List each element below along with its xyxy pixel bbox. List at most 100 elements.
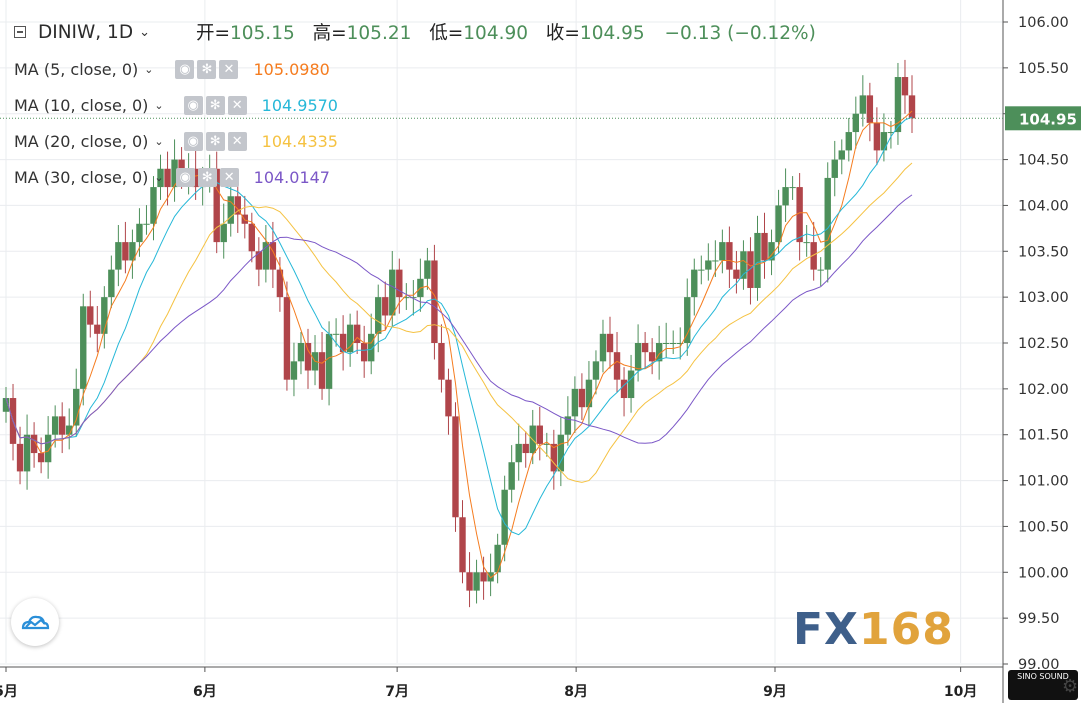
last-price-label: 104.95 — [1019, 110, 1077, 128]
candle-body — [143, 223, 150, 225]
close-icon[interactable]: ✕ — [227, 132, 247, 151]
candle-body — [269, 242, 277, 270]
y-tick-label: 105.50 — [1018, 61, 1069, 77]
candle-body — [578, 388, 586, 408]
gear-icon[interactable]: ✻ — [197, 60, 217, 79]
candle-body — [87, 306, 94, 325]
close-icon[interactable]: ✕ — [219, 60, 239, 79]
candle-body — [396, 269, 403, 298]
candle-body — [712, 260, 719, 262]
chevron-down-icon[interactable]: ⌄ — [144, 63, 154, 76]
y-tick-label: 104.00 — [1018, 198, 1069, 214]
candle-body — [494, 544, 501, 573]
candle-body — [382, 297, 389, 316]
candle-body — [522, 443, 529, 454]
y-tick-label: 103.00 — [1018, 290, 1069, 306]
ma5-name[interactable]: MA (5, close, 0) — [14, 60, 139, 79]
candle-body — [192, 168, 199, 188]
candle-body — [459, 517, 466, 573]
settings-gear-icon[interactable]: ⚙ — [1062, 676, 1079, 697]
symbol-label[interactable]: DINIW, 1D — [38, 21, 134, 43]
candle-body — [37, 453, 45, 463]
chevron-down-icon[interactable]: ⌄ — [154, 135, 164, 148]
candle-body — [122, 242, 129, 261]
eye-icon[interactable]: ◉ — [183, 132, 203, 151]
close-value: 104.95 — [579, 23, 645, 44]
candle-body — [164, 168, 171, 188]
chevron-down-icon[interactable]: ⌄ — [139, 24, 150, 40]
candle-body — [108, 269, 115, 298]
candle-body — [803, 242, 810, 244]
ma5-row: MA (5, close, 0) ⌄ ◉ ✻ ✕ 105.0980 — [14, 60, 330, 79]
ma20-name[interactable]: MA (20, close, 0) — [14, 132, 149, 151]
candle-body — [684, 297, 691, 343]
candle-body — [438, 343, 445, 380]
ma30-name[interactable]: MA (30, close, 0) — [14, 168, 149, 187]
candle-body — [515, 443, 522, 463]
candle-body — [782, 187, 789, 206]
candle-body — [368, 333, 375, 362]
candle-body — [101, 297, 108, 334]
candle-body — [726, 242, 733, 270]
ma20-row: MA (20, close, 0) ⌄ ◉ ✻ ✕ 104.4335 — [14, 132, 338, 151]
ma5-line — [5, 110, 913, 579]
candle-body — [276, 269, 284, 298]
chevron-down-icon[interactable]: ⌄ — [154, 171, 164, 184]
candle-body — [332, 333, 340, 335]
candle-body — [817, 269, 824, 271]
tradingview-logo-button[interactable] — [11, 598, 59, 646]
close-icon[interactable]: ✕ — [227, 96, 247, 115]
candle-body — [754, 232, 761, 288]
candle-body — [606, 333, 614, 353]
x-tick-label: 8月 — [564, 684, 588, 700]
candle-body — [747, 251, 754, 288]
candle-body — [339, 333, 347, 353]
gear-icon[interactable]: ✻ — [205, 132, 225, 151]
candle-body — [838, 150, 845, 160]
candle-body — [585, 379, 593, 408]
candle-body — [325, 333, 333, 389]
candle-body — [613, 352, 621, 380]
x-tick-label: 6月 — [193, 684, 217, 700]
candle-body — [571, 388, 579, 417]
candle-body — [831, 159, 838, 178]
candle-body — [557, 434, 565, 472]
candle-body — [23, 434, 31, 472]
candle-body — [662, 343, 670, 344]
candle-body — [283, 297, 291, 380]
candle-body — [901, 77, 909, 96]
candle-body — [150, 187, 157, 224]
candle-body — [136, 223, 143, 243]
candle-body — [543, 443, 550, 445]
ma10-name[interactable]: MA (10, close, 0) — [14, 96, 149, 115]
candle-body — [248, 223, 256, 252]
candle-body — [389, 269, 396, 316]
candle-body — [58, 416, 66, 435]
corner-badge: SINO SOUND — [1008, 670, 1078, 700]
eye-icon[interactable]: ◉ — [175, 60, 195, 79]
candle-body — [487, 572, 494, 582]
eye-icon[interactable]: ◉ — [183, 96, 203, 115]
candle-body — [452, 416, 459, 518]
candle-body — [536, 425, 543, 444]
gear-icon[interactable]: ✻ — [197, 168, 217, 187]
x-tick-label: 7月 — [385, 684, 409, 700]
y-tick-label: 99.50 — [1018, 611, 1060, 627]
collapse-icon[interactable] — [14, 26, 26, 38]
candle-body — [445, 379, 452, 417]
x-tick-label: 5月 — [0, 684, 18, 700]
ma20-line — [5, 162, 913, 483]
gear-icon[interactable]: ✻ — [205, 96, 225, 115]
candle-body — [16, 443, 24, 472]
eye-icon[interactable]: ◉ — [175, 168, 195, 187]
fx168-watermark: FX168 — [793, 604, 954, 655]
candle-body — [880, 132, 888, 151]
close-icon[interactable]: ✕ — [219, 168, 239, 187]
candle-body — [213, 168, 220, 243]
candle-body — [789, 187, 796, 189]
candle-body — [346, 324, 354, 353]
candle-body — [255, 251, 263, 270]
y-tick-label: 101.00 — [1018, 474, 1069, 490]
chevron-down-icon[interactable]: ⌄ — [154, 99, 164, 112]
